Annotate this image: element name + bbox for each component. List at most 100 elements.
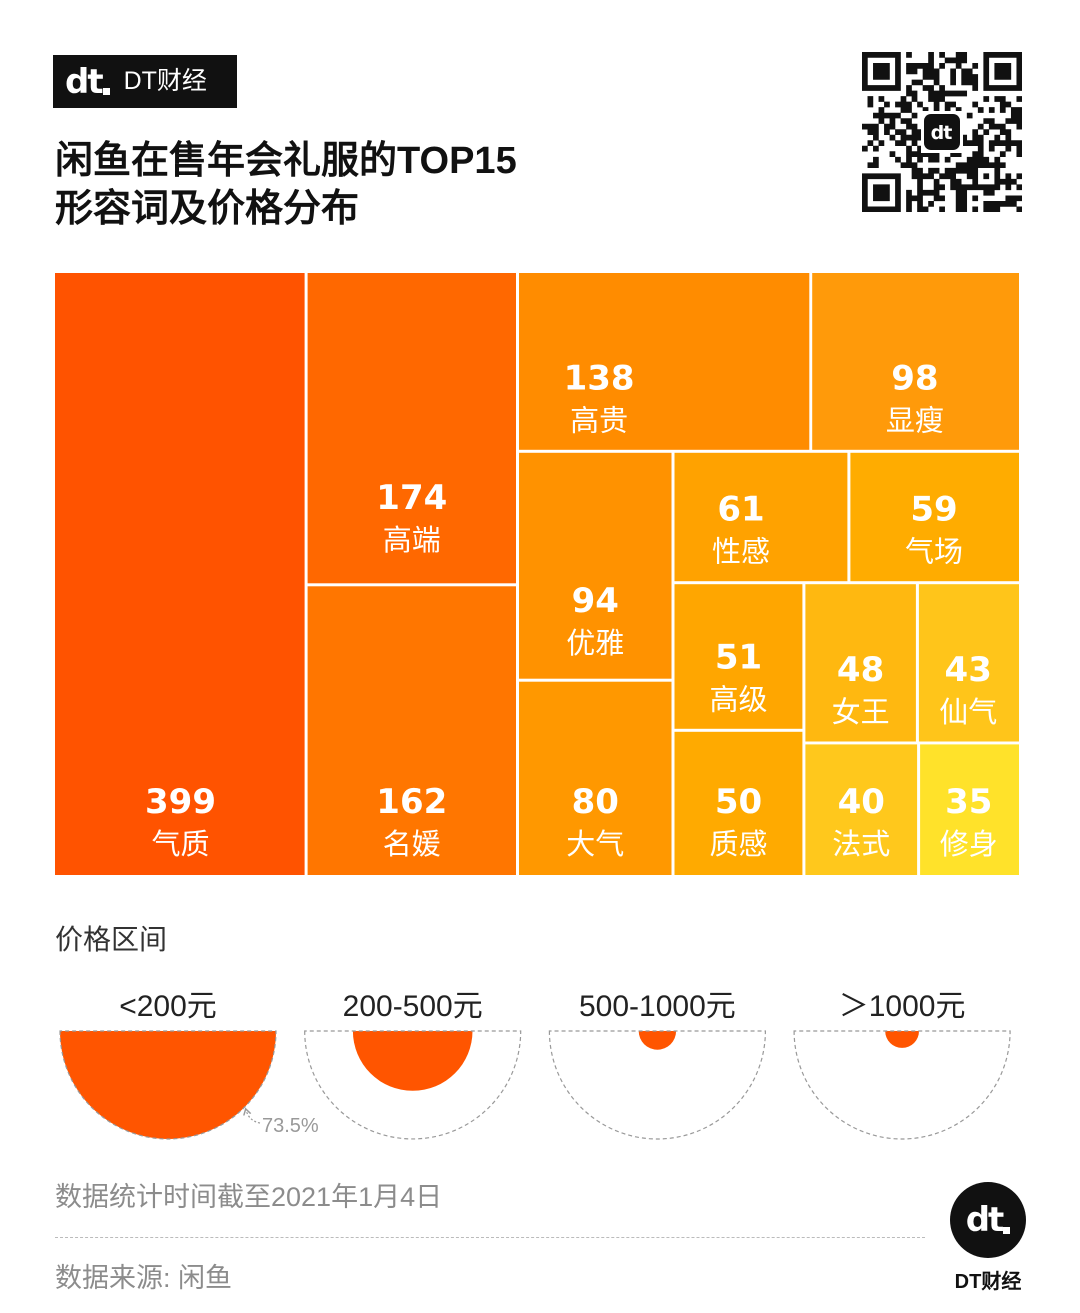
price-range-label: ＞1000元 [839,990,966,1023]
treemap-chart: 399 气质 174 高端 162 名媛 138 高贵 98 显瘦 94 优雅 80 大气 61 性感 59 气场… [55,273,1019,875]
footer-brand-name: DT财经 [954,1271,1022,1293]
price-range-group: 500-1000元 [548,990,767,1140]
treemap-rect [519,681,672,875]
treemap-label: 气场 [905,536,963,569]
annotation-arrow [246,1110,261,1124]
treemap-rect [805,744,918,875]
treemap-cell: 50 质感 [674,731,803,875]
treemap-label: 优雅 [566,627,624,660]
price-range-group: 200-500元 [304,990,522,1140]
treemap-label: 仙气 [939,696,997,729]
treemap-rect [920,744,1019,875]
treemap-rect [307,273,516,584]
treemap-label: 修身 [940,828,998,861]
round-logo-dot [1003,1227,1011,1234]
round-logo-mark: dt [965,1200,1005,1240]
brand-logo: dt DT财经 [53,55,237,108]
title-line-2: 形容词及价格分布 [55,188,360,230]
treemap-cell: 59 气场 [850,452,1019,582]
price-range-label: 200-500元 [343,990,483,1023]
treemap-rect [519,452,672,679]
qr-logo-badge [924,114,960,150]
page-title: 闲鱼在售年会礼服的TOP15 形容词及价格分布 [55,137,517,233]
qr-code: dt [862,52,1022,212]
price-range-heading: 价格区间 [55,924,168,955]
price-range-chart: <200元 73.5% 200-500元 500-1000元 ＞1000元 [59,990,1011,1140]
price-range-group: ＞1000元 [793,990,1011,1140]
round-logo-badge: dt [950,1182,1026,1258]
treemap-value: 50 [715,782,762,822]
treemap-label: 名媛 [383,828,441,861]
price-share-semicircle [60,1031,276,1139]
price-range-label: 500-1000元 [579,990,736,1023]
treemap-cell: 61 性感 [674,452,848,582]
treemap-cell: 48 女王 [805,584,916,742]
treemap-label: 大气 [566,828,624,861]
treemap-cell: 138 高贵 [519,273,810,450]
price-share-semicircle [885,1031,919,1048]
treemap-rect [674,584,803,729]
title-line-1: 闲鱼在售年会礼服的TOP15 [55,140,517,182]
qr-logo-mark: dt [931,122,953,144]
price-range-outline [59,1030,277,1140]
treemap-rect [55,273,305,875]
treemap-label: 高级 [709,683,767,716]
treemap-rect [850,452,1019,582]
price-range-outline [548,1030,767,1140]
data-source: 数据来源: 闲鱼 [55,1263,233,1293]
treemap-rect [674,452,848,582]
treemap-rect [674,731,803,875]
treemap-value: 98 [891,358,938,398]
treemap-value: 43 [945,650,992,690]
price-share-semicircle [638,1031,677,1050]
qr-modules [862,52,1022,212]
treemap-value: 94 [572,581,619,621]
treemap-cell: 40 法式 [805,744,918,875]
brand-name: DT财经 [123,67,207,95]
treemap-rect [307,586,516,875]
treemap-rect [812,273,1019,450]
treemap-label: 显瘦 [886,404,944,437]
data-date-note: 数据统计时间截至2021年1月4日 [55,1182,443,1212]
footer-divider [55,1237,925,1238]
treemap-cell: 98 显瘦 [812,273,1019,450]
treemap-label: 性感 [712,536,770,569]
treemap-rect [519,273,810,450]
treemap-rect [918,584,1019,742]
price-range-label: <200元 [119,990,217,1023]
treemap-label: 法式 [832,828,890,861]
share-annotation: 73.5% [262,1115,319,1137]
treemap-cell: 51 高级 [674,584,803,729]
treemap-label: 高贵 [570,404,628,437]
dt-logo-mark: dt [65,61,104,102]
treemap-value: 174 [376,478,447,518]
treemap-cell: 80 大气 [519,681,672,875]
treemap-value: 80 [572,782,619,822]
treemap-cell: 162 名媛 [307,586,516,875]
price-range-group: <200元 73.5% [59,990,319,1140]
price-range-outline [793,1030,1011,1140]
treemap-value: 35 [945,782,992,822]
treemap-cell: 94 优雅 [519,452,672,679]
treemap-value: 162 [376,782,447,822]
treemap-cell: 35 修身 [920,744,1019,875]
treemap-value: 59 [910,490,957,530]
treemap-label: 高端 [383,524,441,557]
price-range-outline [304,1030,522,1140]
treemap-value: 138 [564,358,635,398]
logo-dot [102,88,110,95]
treemap-cell: 399 气质 [55,273,305,875]
treemap-value: 40 [838,782,885,822]
treemap-value: 399 [145,782,216,822]
treemap-label: 气质 [151,828,209,861]
treemap-value: 48 [837,650,884,690]
treemap-label: 女王 [832,696,890,729]
treemap-cell: 43 仙气 [918,584,1019,742]
treemap-cell: 174 高端 [307,273,516,584]
treemap-label: 质感 [709,828,767,861]
price-share-semicircle [352,1031,473,1091]
treemap-rect [805,584,916,742]
treemap-value: 51 [715,637,762,677]
treemap-value: 61 [717,490,764,530]
